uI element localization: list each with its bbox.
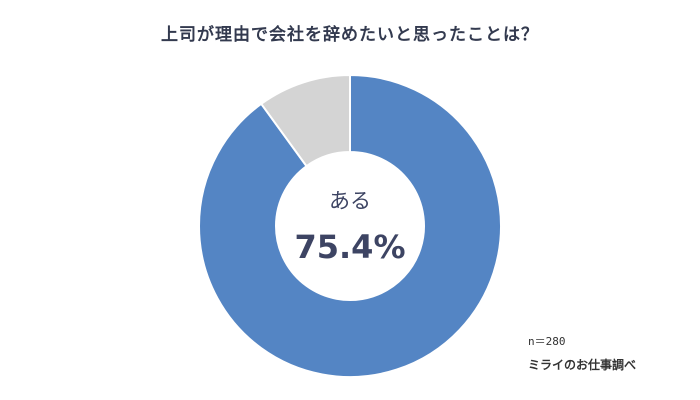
center-percentage: 75.4% [294,228,406,266]
source-label: ミライのお仕事調べ [528,358,637,372]
chart-title: 上司が理由で会社を辞めたいと思ったことは？ [161,25,539,45]
donut-slice-aru [197,73,502,378]
donut-slice-other [259,73,351,168]
center-answer-label: ある [329,189,371,213]
sample-size-label: n＝280 [528,335,566,348]
